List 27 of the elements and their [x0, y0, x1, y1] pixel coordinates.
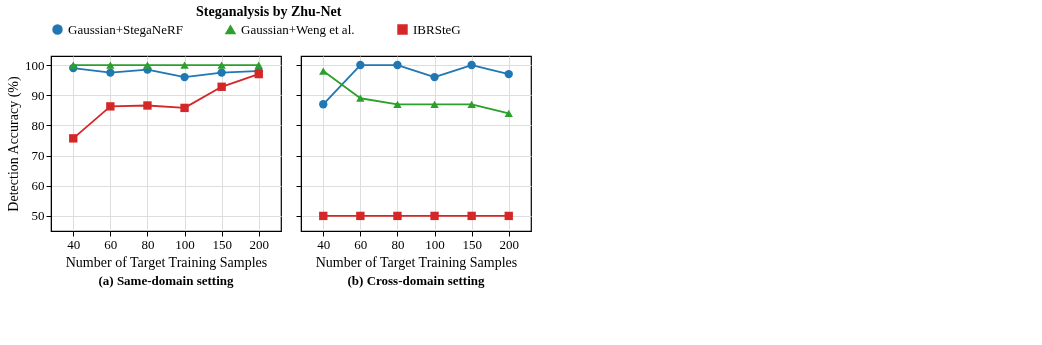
legend-label: Gaussian+Weng et al. [241, 21, 355, 37]
y-axis-title: Detection Accuracy (%) [6, 76, 22, 212]
x-axis-title: Number of Target Training Samples [315, 254, 518, 270]
x-tick-label: 80 [391, 236, 405, 252]
x-tick-label: 100 [425, 236, 445, 252]
y-tick-label: 50 [31, 208, 45, 224]
x-tick-label: 60 [354, 236, 368, 252]
y-tick-label: 70 [31, 148, 45, 164]
y-tick-label: 80 [31, 117, 45, 133]
text: (b) Cross-domain setting [347, 273, 485, 288]
x-tick-label: 200 [249, 236, 269, 252]
x-tick-label: 100 [175, 236, 195, 252]
x-tick-label: 150 [212, 236, 232, 252]
x-tick-label: 150 [462, 236, 482, 252]
x-tick-label: 40 [317, 236, 331, 252]
x-axis-title: Number of Target Training Samples [65, 254, 268, 270]
text: (a) Same-domain setting [98, 273, 235, 288]
x-tick-label: 80 [141, 236, 155, 252]
x-tick-label: 200 [499, 236, 519, 252]
y-tick-label: 60 [31, 178, 45, 194]
y-tick-label: 90 [31, 87, 45, 103]
y-tick-label: 100 [25, 57, 45, 73]
chart-title: Steganalysis by Zhu-Net [196, 4, 342, 19]
legend-label: IBRSteG [413, 21, 461, 37]
x-tick-label: 40 [67, 236, 81, 252]
x-tick-label: 60 [104, 236, 118, 252]
legend-label: Gaussian+StegaNeRF [68, 21, 183, 37]
